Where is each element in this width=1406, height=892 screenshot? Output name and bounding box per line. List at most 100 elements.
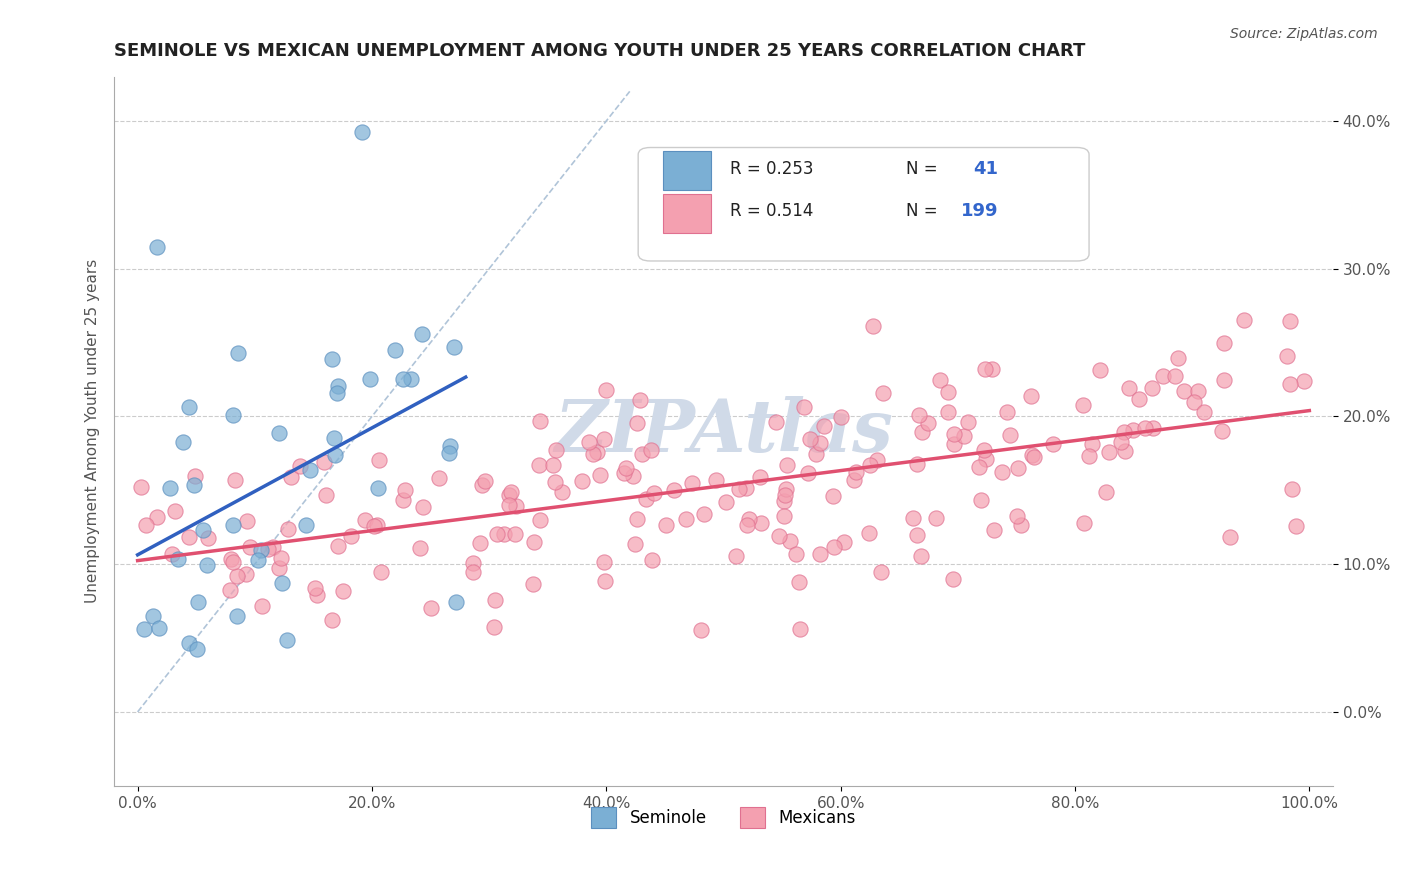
Mexicans	[498, 488, 520, 502]
Mexicans	[366, 518, 388, 533]
Seminole	[276, 633, 298, 648]
Mexicans	[503, 527, 526, 541]
Seminole	[321, 352, 343, 367]
Seminole	[443, 340, 465, 354]
Mexicans	[129, 480, 152, 494]
Mexicans	[911, 425, 934, 439]
FancyBboxPatch shape	[638, 147, 1090, 261]
Mexicans	[1211, 424, 1233, 438]
Seminole	[172, 435, 194, 450]
Mexicans	[768, 529, 790, 543]
Mexicans	[543, 475, 565, 490]
Seminole	[352, 125, 374, 139]
Mexicans	[1010, 518, 1032, 533]
Mexicans	[1071, 398, 1094, 412]
Mexicans	[392, 493, 415, 508]
Mexicans	[305, 588, 328, 602]
Mexicans	[681, 476, 703, 491]
Mexicans	[1000, 428, 1022, 442]
Mexicans	[929, 373, 952, 387]
Text: 199: 199	[962, 202, 998, 220]
Mexicans	[974, 362, 997, 376]
Legend: Seminole, Mexicans: Seminole, Mexicans	[585, 800, 862, 834]
Mexicans	[842, 473, 865, 487]
Mexicans	[135, 518, 157, 533]
Seminole	[367, 481, 389, 495]
Seminole	[226, 346, 249, 360]
Mexicans	[799, 432, 821, 446]
Mexicans	[471, 478, 494, 492]
Text: R = 0.514: R = 0.514	[730, 202, 813, 220]
Mexicans	[845, 466, 868, 480]
Mexicans	[1007, 461, 1029, 475]
Mexicans	[1118, 381, 1140, 395]
Seminole	[166, 552, 188, 566]
Mexicans	[1184, 394, 1206, 409]
Mexicans	[910, 549, 932, 563]
Text: Source: ZipAtlas.com: Source: ZipAtlas.com	[1230, 27, 1378, 41]
Seminole	[323, 448, 346, 462]
Mexicans	[907, 408, 929, 422]
Mexicans	[578, 435, 600, 450]
Mexicans	[412, 500, 434, 514]
Mexicans	[482, 620, 505, 634]
Mexicans	[394, 483, 416, 497]
Seminole	[187, 595, 209, 609]
Mexicans	[1042, 437, 1064, 451]
Mexicans	[634, 491, 657, 506]
Seminole	[134, 623, 156, 637]
Mexicans	[749, 469, 772, 483]
Seminole	[145, 240, 167, 254]
Mexicans	[1152, 369, 1174, 384]
Mexicans	[905, 528, 928, 542]
Mexicans	[640, 553, 662, 567]
Mexicans	[628, 392, 651, 407]
Mexicans	[980, 362, 1002, 376]
Mexicans	[546, 442, 568, 457]
Mexicans	[967, 459, 990, 474]
Mexicans	[991, 465, 1014, 479]
Seminole	[191, 523, 214, 537]
Mexicans	[1219, 530, 1241, 544]
Seminole	[222, 409, 245, 423]
Mexicans	[354, 513, 377, 527]
Seminole	[226, 609, 249, 624]
Seminole	[399, 371, 422, 385]
Seminole	[183, 478, 205, 492]
Mexicans	[942, 437, 965, 451]
Seminole	[249, 543, 271, 558]
Mexicans	[969, 492, 991, 507]
Mexicans	[1114, 444, 1136, 458]
Mexicans	[773, 509, 796, 524]
Mexicans	[631, 447, 654, 461]
Mexicans	[1213, 336, 1236, 351]
Mexicans	[222, 555, 245, 569]
Seminole	[177, 636, 200, 650]
Mexicans	[789, 622, 811, 636]
Mexicans	[571, 474, 593, 488]
Mexicans	[145, 509, 167, 524]
Mexicans	[662, 483, 685, 497]
Mexicans	[808, 547, 831, 561]
Mexicans	[529, 458, 551, 472]
Mexicans	[724, 549, 747, 563]
Mexicans	[270, 551, 292, 566]
Seminole	[384, 343, 406, 358]
Mexicans	[1007, 509, 1029, 524]
Mexicans	[942, 426, 965, 441]
Mexicans	[226, 569, 249, 583]
Mexicans	[1122, 423, 1144, 437]
Mexicans	[219, 551, 242, 566]
Mexicans	[785, 547, 807, 561]
Mexicans	[1164, 368, 1187, 383]
Mexicans	[485, 527, 508, 541]
Mexicans	[866, 453, 889, 467]
Mexicans	[1022, 450, 1045, 465]
Mexicans	[1279, 314, 1302, 328]
Mexicans	[1142, 421, 1164, 435]
Mexicans	[595, 383, 617, 397]
Mexicans	[858, 525, 880, 540]
Seminole	[222, 518, 245, 533]
Mexicans	[995, 405, 1018, 419]
Text: SEMINOLE VS MEXICAN UNEMPLOYMENT AMONG YOUTH UNDER 25 YEARS CORRELATION CHART: SEMINOLE VS MEXICAN UNEMPLOYMENT AMONG Y…	[114, 42, 1085, 60]
